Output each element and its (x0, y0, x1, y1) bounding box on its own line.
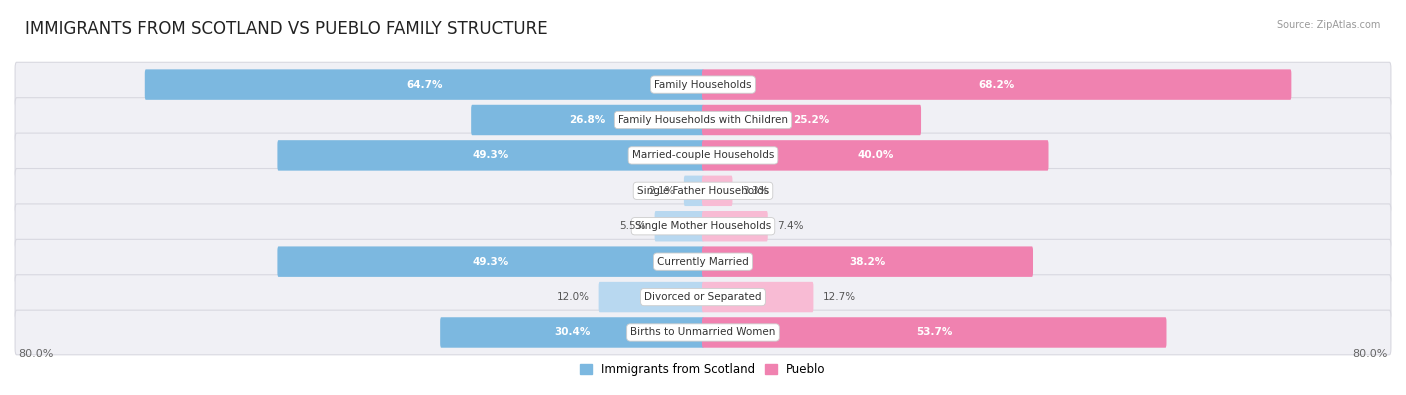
FancyBboxPatch shape (702, 317, 1167, 348)
FancyBboxPatch shape (683, 176, 704, 206)
Text: 53.7%: 53.7% (917, 327, 952, 337)
Text: Single Mother Households: Single Mother Households (636, 221, 770, 231)
Text: 68.2%: 68.2% (979, 79, 1015, 90)
FancyBboxPatch shape (440, 317, 704, 348)
Text: 5.5%: 5.5% (619, 221, 645, 231)
Text: 3.3%: 3.3% (742, 186, 768, 196)
Text: 12.0%: 12.0% (557, 292, 589, 302)
FancyBboxPatch shape (277, 140, 704, 171)
Text: 80.0%: 80.0% (1353, 350, 1388, 359)
FancyBboxPatch shape (599, 282, 704, 312)
Text: Currently Married: Currently Married (657, 257, 749, 267)
FancyBboxPatch shape (15, 204, 1391, 248)
FancyBboxPatch shape (145, 70, 704, 100)
Text: Single Father Households: Single Father Households (637, 186, 769, 196)
Text: IMMIGRANTS FROM SCOTLAND VS PUEBLO FAMILY STRUCTURE: IMMIGRANTS FROM SCOTLAND VS PUEBLO FAMIL… (25, 20, 548, 38)
Text: 26.8%: 26.8% (569, 115, 606, 125)
FancyBboxPatch shape (15, 239, 1391, 284)
FancyBboxPatch shape (15, 98, 1391, 142)
FancyBboxPatch shape (15, 310, 1391, 355)
Text: 49.3%: 49.3% (472, 150, 509, 160)
Text: 12.7%: 12.7% (823, 292, 856, 302)
FancyBboxPatch shape (702, 70, 1291, 100)
FancyBboxPatch shape (655, 211, 704, 241)
FancyBboxPatch shape (277, 246, 704, 277)
FancyBboxPatch shape (702, 282, 814, 312)
FancyBboxPatch shape (702, 246, 1033, 277)
Text: 30.4%: 30.4% (554, 327, 591, 337)
Text: Family Households with Children: Family Households with Children (619, 115, 787, 125)
FancyBboxPatch shape (702, 140, 1049, 171)
Text: 2.1%: 2.1% (648, 186, 675, 196)
FancyBboxPatch shape (471, 105, 704, 135)
Text: 25.2%: 25.2% (793, 115, 830, 125)
Text: 40.0%: 40.0% (858, 150, 893, 160)
Text: 64.7%: 64.7% (406, 79, 443, 90)
Text: 7.4%: 7.4% (778, 221, 804, 231)
Text: 38.2%: 38.2% (849, 257, 886, 267)
Text: Family Households: Family Households (654, 79, 752, 90)
Text: 49.3%: 49.3% (472, 257, 509, 267)
FancyBboxPatch shape (702, 176, 733, 206)
Text: Births to Unmarried Women: Births to Unmarried Women (630, 327, 776, 337)
FancyBboxPatch shape (15, 133, 1391, 178)
FancyBboxPatch shape (702, 211, 768, 241)
Text: Married-couple Households: Married-couple Households (631, 150, 775, 160)
Text: Divorced or Separated: Divorced or Separated (644, 292, 762, 302)
Text: 80.0%: 80.0% (18, 350, 53, 359)
Text: Source: ZipAtlas.com: Source: ZipAtlas.com (1277, 20, 1381, 30)
FancyBboxPatch shape (15, 275, 1391, 320)
Legend: Immigrants from Scotland, Pueblo: Immigrants from Scotland, Pueblo (581, 363, 825, 376)
FancyBboxPatch shape (15, 169, 1391, 213)
FancyBboxPatch shape (15, 62, 1391, 107)
FancyBboxPatch shape (702, 105, 921, 135)
